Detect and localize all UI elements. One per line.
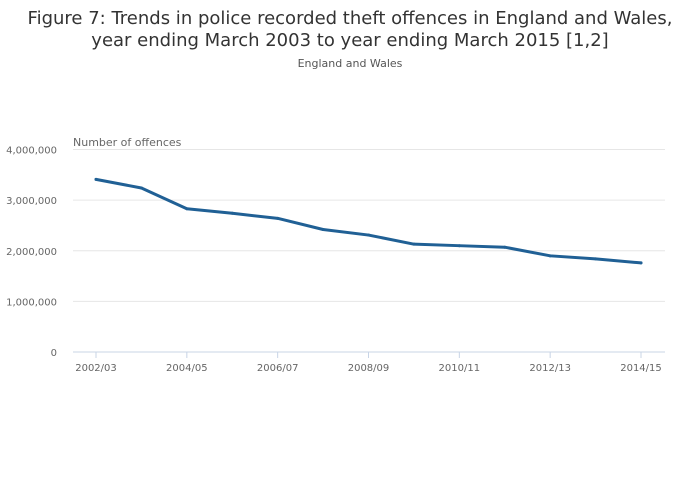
data-point	[457, 244, 461, 248]
chart-title: Figure 7: Trends in police recorded thef…	[0, 8, 700, 52]
x-tick-label: 2010/11	[439, 363, 481, 374]
data-point	[367, 233, 370, 237]
data-point	[548, 254, 552, 258]
y-tick-label: 0	[51, 348, 57, 359]
chart-title-line1: Figure 7: Trends in police recorded thef…	[27, 8, 673, 29]
data-point	[594, 257, 598, 261]
x-tick-label: 2002/03	[75, 363, 117, 374]
chart-title-line2: year ending March 2003 to year ending Ma…	[91, 30, 609, 51]
x-tick-label: 2006/07	[257, 363, 299, 374]
data-point	[503, 245, 507, 249]
x-tick-label: 2014/15	[620, 363, 662, 374]
y-tick-label: 3,000,000	[6, 196, 57, 207]
data-point	[639, 261, 643, 265]
data-point	[185, 207, 189, 211]
x-tick-label: 2004/05	[166, 363, 208, 374]
data-point	[276, 216, 280, 220]
y-axis: 0 1,000,000 2,000,000 3,000,000 4,000,000	[6, 146, 57, 360]
y-tick-label: 1,000,000	[6, 297, 57, 308]
x-tick-label: 2008/09	[348, 363, 390, 374]
x-axis: 2002/03 2004/05 2006/07 2008/09 2010/11 2012/…	[75, 352, 662, 374]
gridlines	[73, 149, 665, 353]
y-axis-label: Number of offences	[73, 136, 182, 149]
series	[94, 177, 643, 265]
data-point	[139, 186, 143, 190]
data-point	[230, 211, 234, 215]
y-tick-label: 4,000,000	[6, 146, 57, 157]
data-point	[321, 227, 325, 231]
data-point	[94, 177, 98, 181]
data-point	[412, 242, 416, 246]
y-tick-label: 2,000,000	[6, 247, 57, 258]
x-tick-label: 2012/13	[529, 363, 571, 374]
chart-subtitle: England and Wales	[297, 57, 403, 70]
